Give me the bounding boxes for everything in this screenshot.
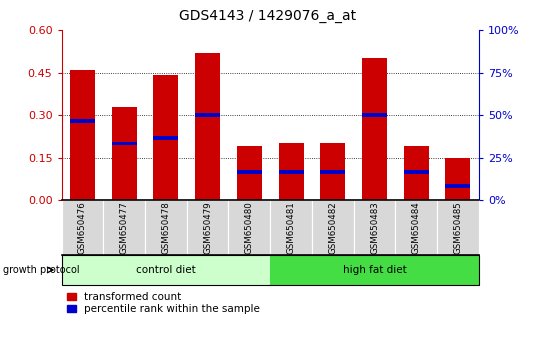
Text: GSM650484: GSM650484 bbox=[412, 201, 421, 254]
Bar bbox=[70, 70, 95, 200]
Bar bbox=[112, 142, 136, 145]
Text: GSM650482: GSM650482 bbox=[328, 201, 337, 254]
Text: GSM650481: GSM650481 bbox=[287, 201, 295, 254]
Bar bbox=[404, 146, 429, 200]
Text: GSM650477: GSM650477 bbox=[120, 201, 128, 254]
Bar bbox=[70, 119, 95, 122]
Text: GDS4143 / 1429076_a_at: GDS4143 / 1429076_a_at bbox=[179, 9, 356, 23]
Text: GSM650478: GSM650478 bbox=[162, 201, 170, 254]
Bar bbox=[320, 170, 345, 174]
Text: GSM650476: GSM650476 bbox=[78, 201, 87, 254]
Bar bbox=[362, 113, 387, 117]
Bar bbox=[195, 53, 220, 200]
Bar bbox=[362, 58, 387, 200]
Bar bbox=[237, 146, 262, 200]
Text: GSM650485: GSM650485 bbox=[454, 201, 462, 254]
Text: GSM650479: GSM650479 bbox=[203, 201, 212, 254]
Bar bbox=[446, 158, 470, 200]
Bar bbox=[112, 107, 136, 200]
Bar bbox=[154, 136, 178, 139]
Bar bbox=[279, 143, 303, 200]
Text: control diet: control diet bbox=[136, 265, 196, 275]
Legend: transformed count, percentile rank within the sample: transformed count, percentile rank withi… bbox=[67, 292, 261, 314]
Bar bbox=[404, 170, 429, 174]
Bar bbox=[237, 170, 262, 174]
Bar bbox=[195, 113, 220, 117]
Text: high fat diet: high fat diet bbox=[342, 265, 407, 275]
Bar bbox=[446, 184, 470, 188]
Bar bbox=[154, 75, 178, 200]
Text: growth protocol: growth protocol bbox=[3, 265, 79, 275]
Bar bbox=[320, 143, 345, 200]
Text: GSM650480: GSM650480 bbox=[245, 201, 254, 254]
Bar bbox=[279, 170, 303, 174]
Text: GSM650483: GSM650483 bbox=[370, 201, 379, 254]
